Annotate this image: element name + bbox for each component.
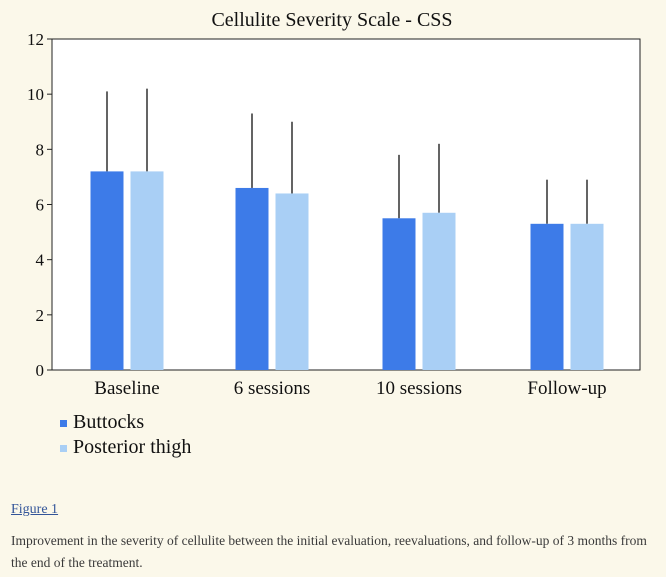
x-tick-label: 6 sessions xyxy=(234,378,311,399)
y-tick-label: 0 xyxy=(36,361,45,380)
y-tick-label: 12 xyxy=(27,30,44,49)
legend-label: Posterior thigh xyxy=(73,436,191,458)
legend-swatch xyxy=(60,420,67,427)
y-tick-label: 8 xyxy=(36,140,45,159)
bar-buttocks xyxy=(530,223,564,370)
bar-posterior-thigh xyxy=(130,171,164,370)
figure-label-link[interactable]: Figure 1 xyxy=(11,502,59,517)
bar-buttocks xyxy=(382,218,416,370)
caption-text: Improvement in the severity of cellulite… xyxy=(11,533,647,570)
x-tick-label: Baseline xyxy=(94,378,159,399)
y-tick-label: 2 xyxy=(36,306,45,325)
bar-posterior-thigh xyxy=(570,223,604,370)
bar-posterior-thigh xyxy=(275,193,309,370)
figure-caption: Figure 1 Improvement in the severity of … xyxy=(11,500,651,574)
x-tick-label: 10 sessions xyxy=(376,378,462,399)
chart-title: Cellulite Severity Scale - CSS xyxy=(211,9,452,31)
chart-area: Cellulite Severity Scale - CSS 0 2 4 6 8 10 12 B… xyxy=(27,9,641,458)
bar-posterior-thigh xyxy=(422,212,456,370)
legend-label: Buttocks xyxy=(73,411,144,433)
x-tick-label: Follow-up xyxy=(527,378,606,399)
bar-buttocks xyxy=(235,187,269,370)
y-tick-label: 6 xyxy=(36,196,45,215)
bar-buttocks xyxy=(90,171,124,370)
y-tick-label: 4 xyxy=(36,251,45,270)
bar-chart: Cellulite Severity Scale - CSS 0 2 4 6 8 10 12 B… xyxy=(27,9,641,458)
y-tick-label: 10 xyxy=(27,85,44,104)
legend-swatch xyxy=(60,445,67,452)
